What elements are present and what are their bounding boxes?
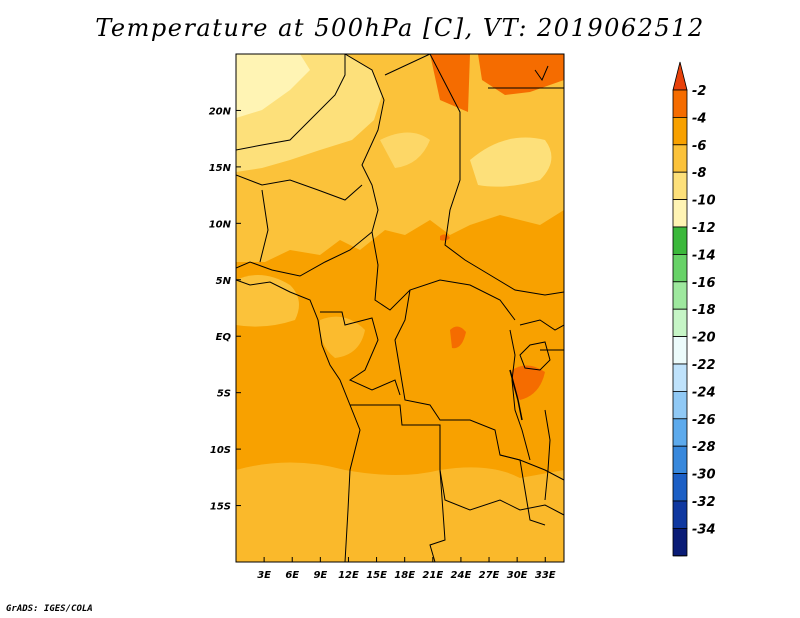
lake-tanganyika xyxy=(509,369,523,421)
field-band-minus2-northeast xyxy=(478,54,564,95)
y-tick-label: 20N xyxy=(209,106,232,117)
colorbar-swatch xyxy=(672,336,688,365)
x-tick-label: 27E xyxy=(479,570,500,581)
colorbar-swatch xyxy=(672,390,688,420)
border-line-15 xyxy=(509,329,531,461)
colorbar-swatch xyxy=(672,171,688,200)
credit-text: GrADS: IGES/COLA xyxy=(6,604,93,614)
border-line-16 xyxy=(519,319,564,331)
field-patch-congo-west xyxy=(319,316,365,358)
y-tick-label: 10S xyxy=(210,445,231,456)
border-line-14 xyxy=(499,454,546,526)
colorbar-swatch xyxy=(672,308,688,338)
field-spot-north-central xyxy=(440,234,450,241)
colorbar-swatch xyxy=(672,253,688,283)
colorbar-label: -34 xyxy=(692,522,716,537)
lake-malawi xyxy=(544,409,551,501)
x-tick-label: 15E xyxy=(366,570,387,581)
x-tick-label: 21E xyxy=(422,570,443,581)
field-patch-gulf xyxy=(236,275,299,327)
colorbar-swatch xyxy=(672,89,688,118)
colorbar-label: -22 xyxy=(692,358,716,373)
border-line-6 xyxy=(236,174,363,201)
map-frame xyxy=(235,53,565,563)
border-line-3 xyxy=(429,54,564,296)
x-tick-label: 12E xyxy=(338,570,359,581)
colorbar-swatch xyxy=(672,500,688,529)
field-band-minus10-northwest xyxy=(236,54,310,118)
colorbar-swatch xyxy=(672,363,688,392)
colorbar-label: -16 xyxy=(692,276,716,291)
lake-victoria xyxy=(519,341,551,371)
field-band-minus6-south xyxy=(236,462,564,562)
colorbar-swatch xyxy=(672,418,688,447)
x-tick-label: 6E xyxy=(285,570,299,581)
colorbar-top-triangle xyxy=(672,61,688,91)
colorbar-label: -26 xyxy=(692,413,716,428)
x-tick-label: 18E xyxy=(394,570,415,581)
red-sea-coast xyxy=(534,65,549,82)
field-spot-central xyxy=(450,326,466,349)
colorbar-label: -24 xyxy=(692,385,716,400)
political-boundaries xyxy=(236,54,564,562)
field-spot-lake-region xyxy=(511,365,545,400)
colorbar-label: -28 xyxy=(692,440,716,455)
x-tick-label: 3E xyxy=(257,570,271,581)
y-tick-label: 15S xyxy=(210,502,231,513)
y-axis: 20N 15N 10N 5N EQ 5S 10S 15S xyxy=(209,106,241,513)
y-tick-label: EQ xyxy=(216,332,232,343)
colorbar-label: -20 xyxy=(692,331,716,346)
y-tick-label: 15N xyxy=(209,163,232,174)
colorbar-label: -6 xyxy=(692,139,706,154)
colorbar-swatch xyxy=(672,281,688,310)
y-tick-label: 5N xyxy=(216,276,232,287)
colorbar-swatch xyxy=(672,473,688,502)
field-patch-northeast xyxy=(470,137,552,187)
field-patch-north xyxy=(380,132,430,168)
colorbar-label: -12 xyxy=(692,221,716,236)
colorbar-label: -32 xyxy=(692,495,716,510)
colorbar-label: -18 xyxy=(692,303,716,318)
colorbar-label: -8 xyxy=(692,166,706,181)
colorbar-swatch xyxy=(672,117,688,146)
colorbar-swatch xyxy=(672,528,688,557)
colorbar: -2 -4 -6 -8 -10 -12 -14 -16 -18 -20 -22 -24 -26 -28 -3… xyxy=(672,61,716,557)
border-line-5 xyxy=(236,54,346,151)
colorbar-label: -30 xyxy=(692,468,716,483)
border-line-2 xyxy=(384,54,431,76)
colorbar-swatch xyxy=(672,144,688,173)
y-tick-label: 5S xyxy=(217,389,231,400)
x-tick-label: 30E xyxy=(507,570,528,581)
border-line-1 xyxy=(236,54,385,277)
x-tick-label: 9E xyxy=(313,570,327,581)
temperature-field xyxy=(236,54,564,562)
colorbar-label: -4 xyxy=(692,111,706,126)
field-band-minus2-north xyxy=(430,54,470,112)
x-tick-label: 33E xyxy=(535,570,556,581)
border-line-13 xyxy=(429,469,446,562)
colorbar-swatch xyxy=(672,445,688,475)
x-axis: 3E 6E 9E 12E 15E 18E 21E 24E 27E 30E 33E xyxy=(257,557,556,581)
border-line-12 xyxy=(344,404,361,562)
coastline-west xyxy=(236,279,351,406)
x-tick-label: 24E xyxy=(451,570,472,581)
colorbar-swatch xyxy=(672,226,688,255)
border-line-7 xyxy=(259,189,269,263)
colorbar-label: -10 xyxy=(692,194,716,209)
colorbar-label: -14 xyxy=(692,248,716,263)
chart-title: Temperature at 500hPa [C], VT: 201906251… xyxy=(95,14,705,42)
border-line-9 xyxy=(320,311,401,396)
colorbar-swatch xyxy=(672,199,688,228)
y-tick-label: 10N xyxy=(209,219,232,230)
colorbar-label: -2 xyxy=(692,84,706,99)
